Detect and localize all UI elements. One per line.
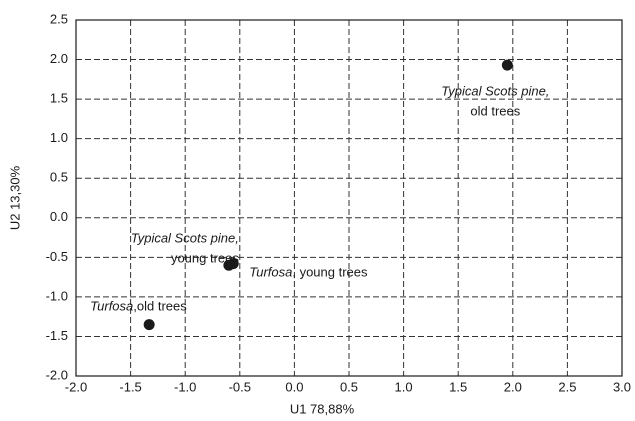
x-tick-label: 0.0 [285, 379, 303, 394]
y-tick-label: 0.0 [50, 209, 68, 224]
x-tick-label: -2.0 [65, 379, 87, 394]
plot-frame [75, 19, 623, 377]
x-axis-label: U1 78,88% [290, 401, 355, 416]
y-axis-label: U2 13,30% [7, 165, 22, 230]
y-tick-label: -2.0 [46, 367, 68, 382]
label-text: ,old trees [133, 299, 187, 314]
x-tick-label: -1.5 [119, 379, 141, 394]
x-tick-label: -0.5 [229, 379, 251, 394]
y-tick-label: 1.0 [50, 130, 68, 145]
y-tick-label: 2.5 [50, 11, 68, 26]
point-label: Typical Scots pine, [131, 231, 239, 246]
label-italic: Turfosa [249, 265, 292, 280]
x-tick-label: 1.0 [395, 379, 413, 394]
point [501, 59, 513, 71]
y-tick-label: -1.5 [46, 328, 68, 343]
x-tick-label: -1.0 [174, 379, 196, 394]
y-tick-label: 0.5 [50, 170, 68, 185]
y-tick-label: 2.0 [50, 51, 68, 66]
x-tick-label: 1.5 [449, 379, 467, 394]
label-italic: Turfosa [90, 299, 133, 314]
point-label: Turfosa,old trees [90, 299, 187, 314]
x-tick-label: 3.0 [613, 379, 631, 394]
y-tick-label: -1.0 [46, 288, 68, 303]
y-tick-label: -0.5 [46, 249, 68, 264]
point-label: young trees [171, 251, 239, 266]
x-tick-label: 2.5 [558, 379, 576, 394]
label-text: , young trees [292, 265, 368, 280]
point-label: old trees [470, 104, 520, 119]
x-tick-label: 2.0 [504, 379, 522, 394]
x-tick-label: 0.5 [340, 379, 358, 394]
y-tick-label: 1.5 [50, 91, 68, 106]
point [143, 319, 155, 331]
point [227, 258, 239, 270]
point-label: Typical Scots pine, [441, 84, 549, 99]
point-label: Turfosa, young trees [249, 265, 368, 280]
